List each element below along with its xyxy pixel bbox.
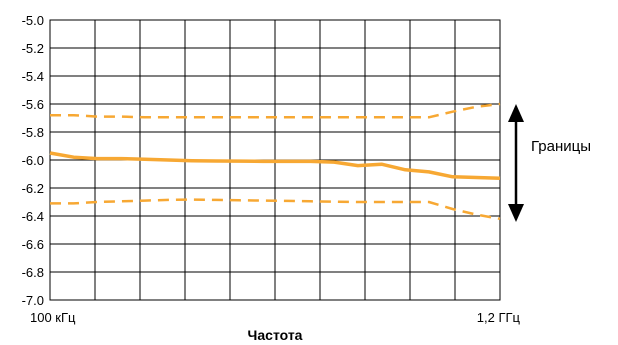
series-line-limit-2 <box>50 198 501 221</box>
y-tick-label: -5.2 <box>22 41 44 56</box>
y-tick-label: -7.0 <box>22 293 44 308</box>
y-tick-label: -5.0 <box>22 13 44 28</box>
bounds-arrow-head-up <box>508 104 524 122</box>
x-axis-ticks: 100 кГц 1,2 ГГц <box>30 310 521 325</box>
bounds-label: Границы <box>531 138 591 155</box>
series-layer <box>49 102 501 221</box>
y-axis-ticks: -5.0 -5.2 -5.4 -5.6 -5.8 -6.0 -6.2 -6.4 -6.6 -6.8… <box>22 13 44 308</box>
series-line-limit-1 <box>50 102 501 119</box>
y-tick-label: -6.2 <box>22 181 44 196</box>
y-tick-label: -6.8 <box>22 265 44 280</box>
series-line-measured <box>49 151 501 180</box>
bounds-arrow-head-down <box>508 204 524 222</box>
x-tick-label: 100 кГц <box>30 310 76 325</box>
y-tick-label: -5.8 <box>22 125 44 140</box>
y-tick-label: -6.0 <box>22 153 44 168</box>
x-tick-label: 1,2 ГГц <box>477 310 521 325</box>
bounds-annotation: Границы <box>508 104 591 222</box>
y-tick-label: -6.4 <box>22 209 44 224</box>
y-tick-label: -5.4 <box>22 69 44 84</box>
y-tick-label: -6.6 <box>22 237 44 252</box>
y-tick-label: -5.6 <box>22 97 44 112</box>
x-axis-label: Частота <box>248 327 303 343</box>
